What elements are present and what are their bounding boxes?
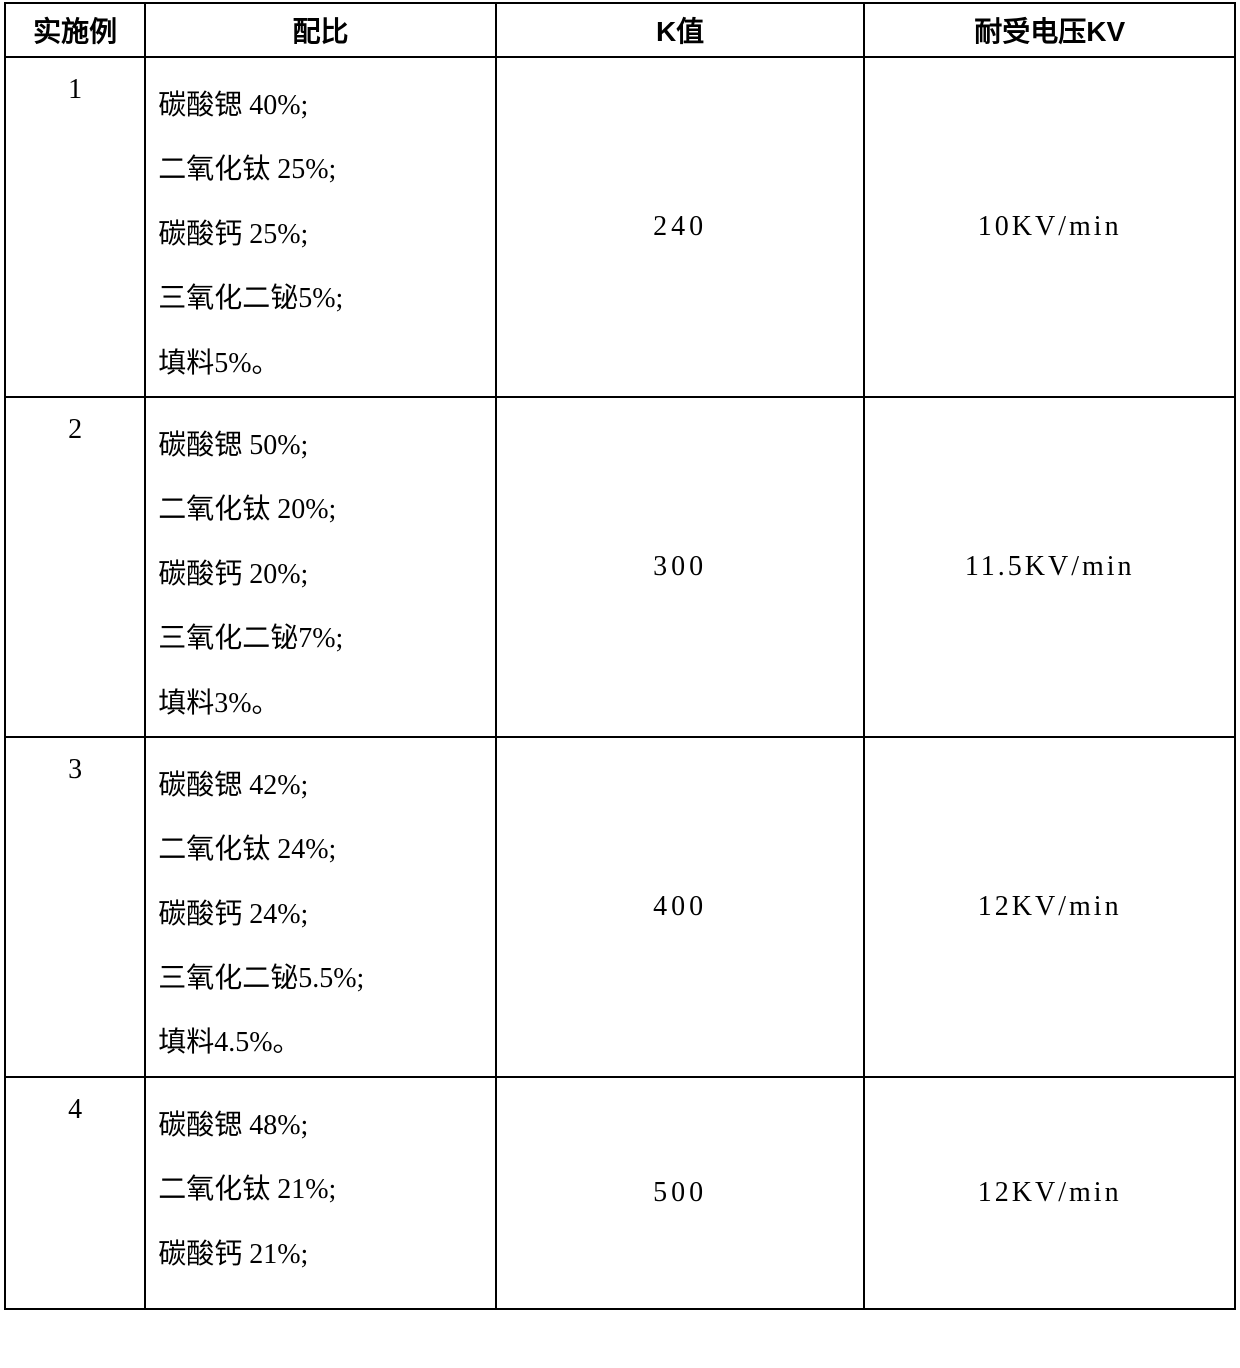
composition-line: 二氧化钛 20%;: [158, 478, 495, 542]
composition-line: 二氧化钛 25%;: [158, 138, 495, 202]
composition-line: 碳酸钙 21%;: [158, 1223, 495, 1287]
cell-voltage: 10KV/min: [864, 57, 1235, 397]
cell-example-number: 3: [5, 737, 145, 1077]
table-row: 2碳酸锶 50%;二氧化钛 20%;碳酸钙 20%;三氧化二铋7%;填料3%。3…: [5, 397, 1235, 737]
cell-k-value: 500: [496, 1077, 865, 1309]
composition-line: 三氧化二铋7%;: [158, 607, 495, 671]
composition-line: 碳酸钙 24%;: [158, 883, 495, 947]
table-row: 4碳酸锶 48%;二氧化钛 21%;碳酸钙 21%;50012KV/min: [5, 1077, 1235, 1309]
composition-line: 填料4.5%。: [158, 1011, 495, 1075]
composition-line: 碳酸锶 50%;: [158, 414, 495, 478]
composition-line: 碳酸锶 42%;: [158, 754, 495, 818]
table-row: 3碳酸锶 42%;二氧化钛 24%;碳酸钙 24%;三氧化二铋5.5%;填料4.…: [5, 737, 1235, 1077]
cell-k-value: 300: [496, 397, 865, 737]
cell-composition: 碳酸锶 42%;二氧化钛 24%;碳酸钙 24%;三氧化二铋5.5%;填料4.5…: [145, 737, 496, 1077]
cell-voltage: 11.5KV/min: [864, 397, 1235, 737]
table-row: 1碳酸锶 40%;二氧化钛 25%;碳酸钙 25%;三氧化二铋5%;填料5%。2…: [5, 57, 1235, 397]
composition-line: 填料5%。: [158, 332, 495, 396]
composition-line: 二氧化钛 21%;: [158, 1158, 495, 1222]
cell-composition: 碳酸锶 50%;二氧化钛 20%;碳酸钙 20%;三氧化二铋7%;填料3%。: [145, 397, 496, 737]
cell-voltage: 12KV/min: [864, 1077, 1235, 1309]
cell-k-value: 400: [496, 737, 865, 1077]
cell-example-number: 1: [5, 57, 145, 397]
data-table: 实施例 配比 K值 耐受电压KV 1碳酸锶 40%;二氧化钛 25%;碳酸钙 2…: [4, 2, 1236, 1310]
table-body: 1碳酸锶 40%;二氧化钛 25%;碳酸钙 25%;三氧化二铋5%;填料5%。2…: [5, 57, 1235, 1309]
composition-line: 三氧化二铋5%;: [158, 267, 495, 331]
composition-line: 碳酸锶 48%;: [158, 1094, 495, 1158]
composition-line: 碳酸钙 20%;: [158, 543, 495, 607]
composition-line: 碳酸锶 40%;: [158, 74, 495, 138]
cell-example-number: 4: [5, 1077, 145, 1309]
header-row: 实施例 配比 K值 耐受电压KV: [5, 3, 1235, 57]
header-k-value: K值: [496, 3, 865, 57]
header-composition: 配比: [145, 3, 496, 57]
composition-line: 三氧化二铋5.5%;: [158, 947, 495, 1011]
cell-voltage: 12KV/min: [864, 737, 1235, 1077]
composition-line: 二氧化钛 24%;: [158, 818, 495, 882]
composition-line: 填料3%。: [158, 672, 495, 736]
cell-example-number: 2: [5, 397, 145, 737]
header-voltage: 耐受电压KV: [864, 3, 1235, 57]
composition-line: 碳酸钙 25%;: [158, 203, 495, 267]
header-example: 实施例: [5, 3, 145, 57]
cell-k-value: 240: [496, 57, 865, 397]
cell-composition: 碳酸锶 48%;二氧化钛 21%;碳酸钙 21%;: [145, 1077, 496, 1309]
cell-composition: 碳酸锶 40%;二氧化钛 25%;碳酸钙 25%;三氧化二铋5%;填料5%。: [145, 57, 496, 397]
